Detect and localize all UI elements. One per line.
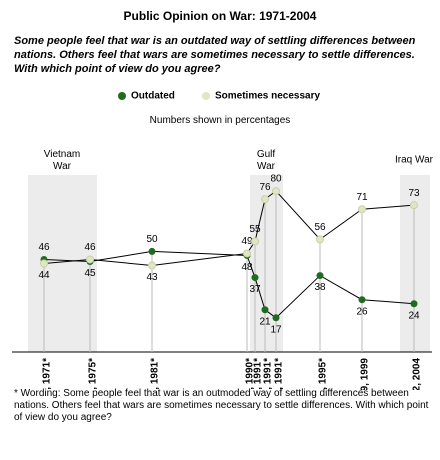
value-label: 49	[241, 236, 253, 247]
chart-title: Public Opinion on War: 1971-2004	[123, 9, 317, 23]
value-label: 80	[270, 174, 282, 185]
x-tick-label: May 7-9, 1999	[360, 358, 371, 390]
value-label: 38	[314, 282, 326, 293]
point	[358, 296, 366, 304]
value-label: 55	[249, 224, 261, 235]
value-label: 43	[146, 272, 158, 283]
point	[251, 237, 259, 246]
legend-marker	[118, 92, 126, 100]
value-label: 56	[314, 222, 326, 233]
value-label: 24	[408, 310, 420, 321]
value-label: 46	[84, 242, 96, 253]
point	[243, 249, 251, 258]
point	[316, 272, 324, 280]
legend-label: Outdated	[131, 91, 175, 102]
x-tick-label: Feb 7-10, 1991*	[274, 358, 285, 390]
series-line	[43, 190, 415, 267]
subtitle: Some people feel that war is an outdated…	[14, 35, 416, 75]
point	[148, 247, 156, 255]
value-label: 46	[38, 242, 50, 253]
x-tick-label: Apr 18-21, 1975*	[88, 358, 99, 390]
legend-label: Sometimes necessary	[215, 91, 321, 102]
point	[251, 274, 259, 282]
x-tick-label: Jan 3-6, 1991*	[253, 358, 264, 390]
value-label: 48	[241, 262, 253, 273]
x-tick-label: Apr 21-24, 1995*	[318, 358, 329, 390]
x-tick-label: Feb 9-12, 2004	[412, 358, 423, 390]
point	[148, 261, 156, 270]
point	[358, 205, 366, 214]
series-line	[43, 250, 415, 319]
note: Numbers shown in percentages	[149, 115, 291, 126]
value-label: 45	[84, 268, 96, 279]
value-label: 44	[38, 270, 50, 281]
point	[410, 300, 418, 308]
value-label: 21	[259, 316, 271, 327]
value-label: 17	[270, 324, 282, 335]
x-tick-label: Jan 30-Feb 2, 1991*	[263, 358, 274, 390]
value-label: 76	[259, 182, 271, 193]
legend-marker	[202, 92, 210, 100]
footnote: * Wording: Some people feel that war is …	[14, 388, 429, 423]
point	[410, 201, 418, 210]
value-label: 71	[356, 192, 368, 203]
point	[40, 259, 48, 268]
x-tick-label: Jun 25-28, 1971*	[42, 358, 53, 390]
point	[316, 235, 324, 244]
point	[272, 314, 280, 322]
value-label: 50	[146, 234, 158, 245]
point	[272, 187, 280, 196]
value-label: 37	[249, 284, 261, 295]
value-label: 73	[408, 188, 420, 199]
chart: Vietnam War Gulf War Iraq War Outdated Sometim…	[12, 91, 434, 390]
war-label: Vietnam War	[44, 149, 81, 172]
point	[261, 306, 269, 314]
point	[261, 195, 269, 204]
x-tick-label: Mar 15-18, 1990*	[245, 358, 256, 390]
x-tick-label: May 8-11, 1981*	[150, 358, 161, 390]
point	[86, 255, 94, 264]
value-label: 26	[356, 306, 368, 317]
war-label: Iraq War	[395, 155, 434, 166]
war-label: Gulf War	[257, 149, 276, 172]
war-shade	[28, 175, 97, 352]
